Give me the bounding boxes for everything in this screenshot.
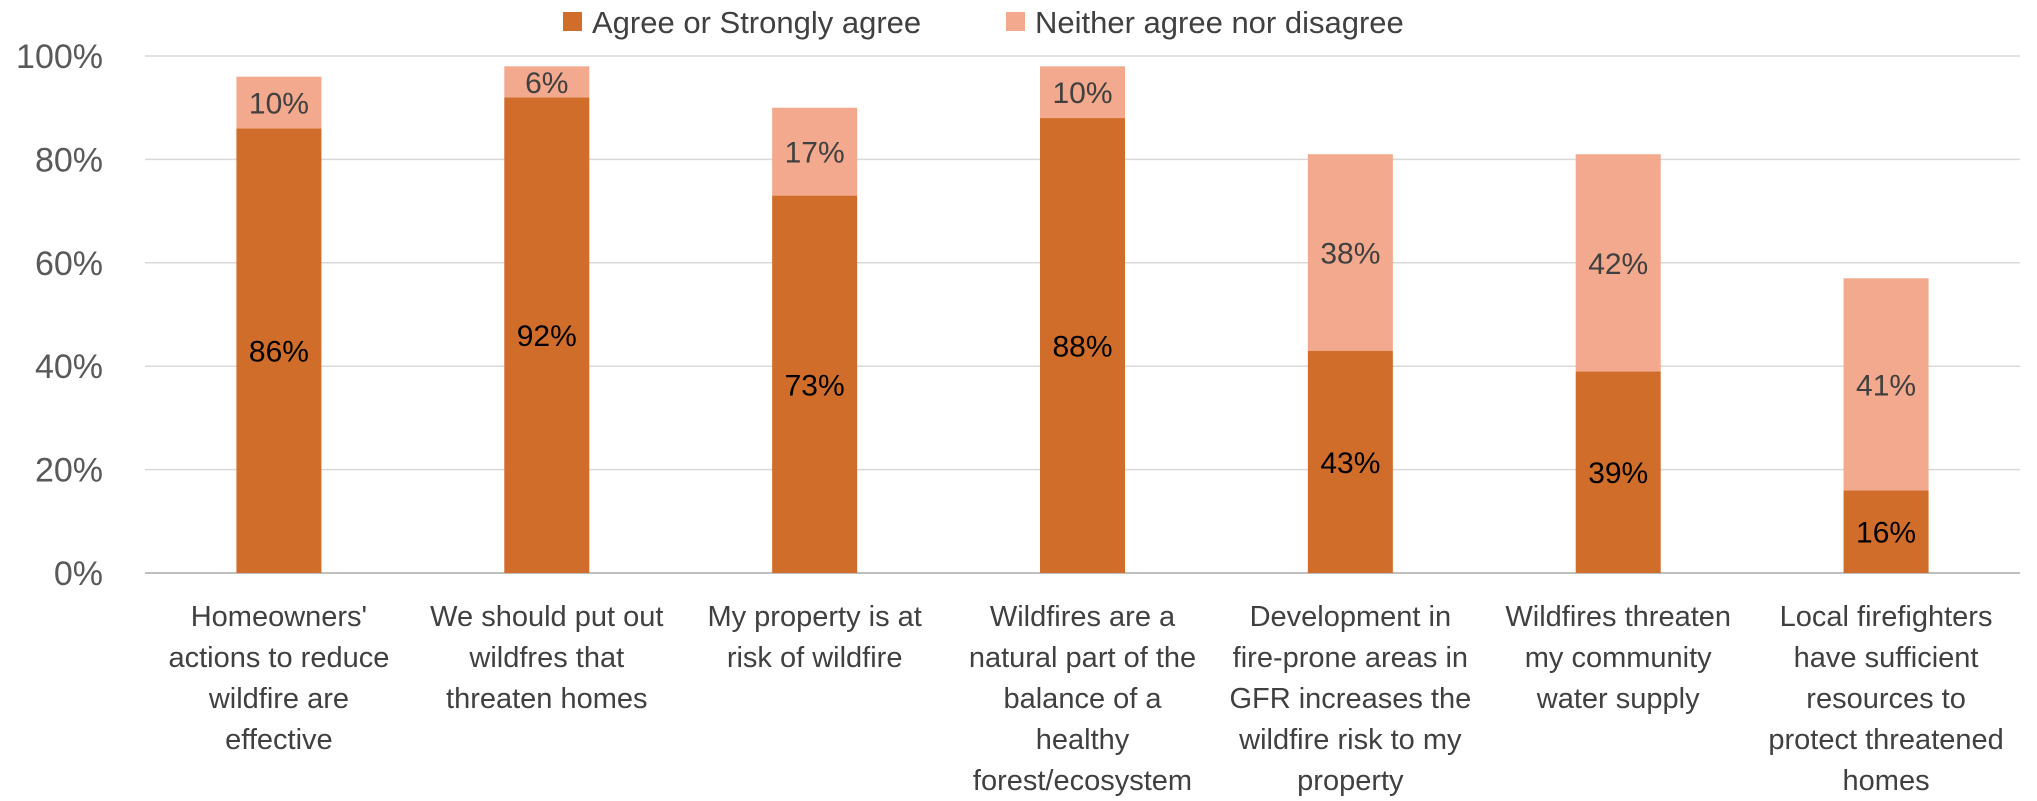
y-tick-label: 0%	[54, 555, 103, 593]
bar-segment-agree	[1040, 118, 1125, 573]
legend-swatch	[1006, 12, 1025, 31]
legend: Agree or Strongly agree Neither agree nor…	[563, 5, 1404, 40]
x-category-label: Wildfires are a natural part of the balanc…	[969, 601, 1196, 797]
y-tick-label: 60%	[35, 245, 103, 283]
data-label: 10%	[1052, 77, 1112, 110]
legend-label: Agree or Strongly agree	[592, 5, 921, 40]
bar-segment-agree	[236, 128, 322, 573]
x-category-label: Local firefighters have sufficient resourc…	[1768, 601, 2003, 797]
bar-segment-agree	[1843, 490, 1929, 573]
data-label: 16%	[1856, 517, 1916, 550]
y-tick-label: 80%	[35, 141, 103, 179]
x-axis: Homeowners' actions to reduce wildfire are…	[168, 601, 2003, 797]
bar-segment-neither	[772, 107, 858, 196]
data-label: 42%	[1588, 248, 1648, 281]
data-label: 43%	[1320, 447, 1380, 480]
x-category-label: Homeowners' actions to reduce wildfire are…	[168, 601, 389, 756]
bar-segment-neither	[1575, 154, 1661, 372]
data-label: 17%	[785, 137, 845, 170]
bar-segment-agree	[504, 97, 590, 574]
data-label: 92%	[517, 320, 577, 353]
bar-segment-agree	[1307, 350, 1393, 573]
legend-swatch	[563, 12, 582, 31]
data-label: 86%	[249, 336, 309, 369]
data-label: 6%	[525, 67, 568, 100]
bars: 86% 10% 92% 6% 73% 17% 88% 10% 43% 38% 39% 42% 16% 41…	[236, 66, 1929, 574]
x-category-label: Development in fire-prone areas in GFR inc…	[1229, 601, 1471, 797]
x-category-label: We should put out wildfres that threaten h…	[430, 601, 663, 715]
data-label: 88%	[1052, 331, 1112, 364]
x-category-label: My property is at risk of wildfire	[707, 601, 921, 674]
bar-segment-neither	[1307, 154, 1393, 351]
bar-segment-neither	[504, 66, 590, 98]
bar-segment-neither	[1040, 66, 1125, 119]
y-tick-label: 100%	[16, 38, 103, 76]
bar-segment-agree	[1575, 371, 1661, 573]
y-tick-label: 40%	[35, 348, 103, 386]
bar-segment-neither	[236, 76, 322, 129]
data-label: 73%	[785, 369, 845, 402]
y-tick-label: 20%	[35, 452, 103, 490]
data-label: 10%	[249, 88, 309, 121]
bar-segment-neither	[1843, 278, 1929, 491]
y-axis: 0% 20% 40% 60% 80% 100%	[16, 38, 103, 593]
data-label: 41%	[1856, 369, 1916, 402]
data-label: 39%	[1588, 457, 1648, 490]
bar-segment-agree	[772, 195, 858, 573]
data-label: 38%	[1320, 237, 1380, 270]
x-category-label: Wildfires threaten my community water supp…	[1505, 601, 1731, 715]
legend-label: Neither agree nor disagree	[1035, 5, 1404, 40]
